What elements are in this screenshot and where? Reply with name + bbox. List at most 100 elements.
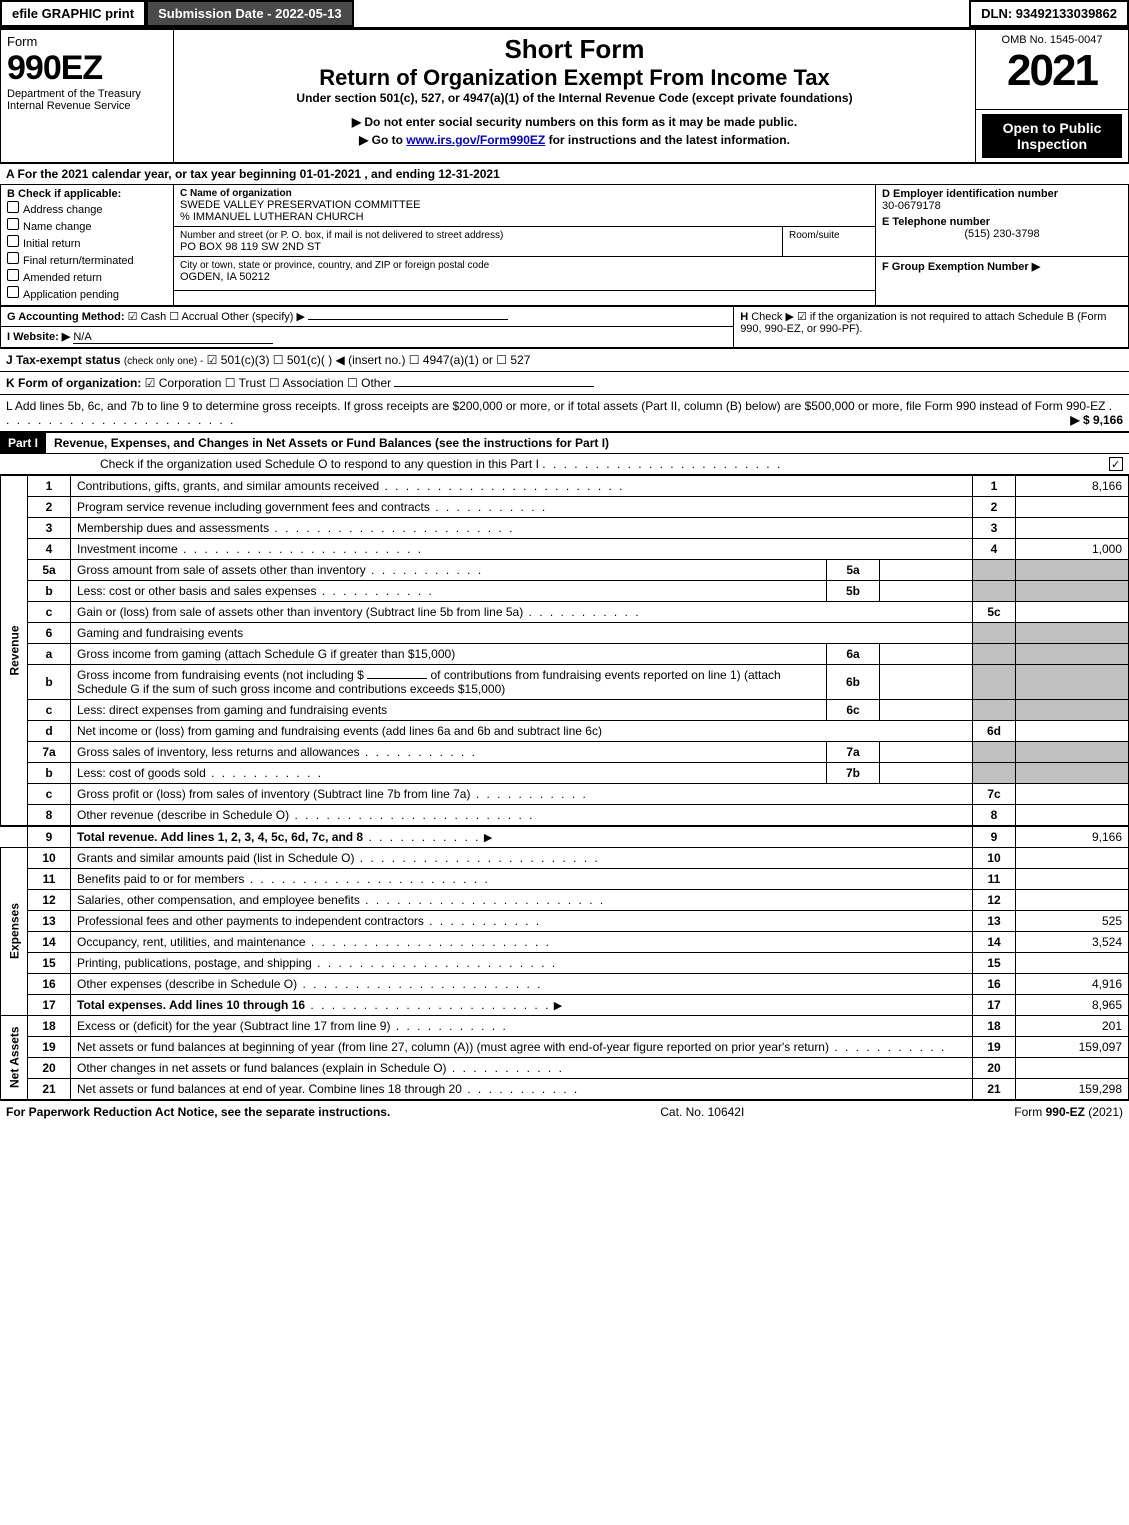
line-ref: 17 [973,994,1016,1015]
line-num: 13 [28,910,71,931]
line-text: Excess or (deficit) for the year (Subtra… [77,1019,390,1033]
dots-icon [829,1040,946,1054]
meta-table: G Accounting Method: ☑ Cash ☐ Accrual Ot… [0,306,1129,348]
line-amount: 201 [1016,1015,1129,1036]
sub-ref: 6c [827,699,880,720]
line-text: Total expenses. Add lines 10 through 16 [77,998,305,1012]
tax-exempt-opts[interactable]: ☑ 501(c)(3) ☐ 501(c)( ) ◀ (insert no.) ☐… [207,353,531,367]
accounting-other-input[interactable] [308,319,508,320]
line-text: Membership dues and assessments [77,521,269,535]
line-amount [1016,847,1129,868]
line-ref: 21 [973,1078,1016,1099]
contrib-amount-input[interactable] [367,678,427,679]
sub-ref: 5b [827,580,880,601]
line-num: 21 [28,1078,71,1099]
grey-cell [973,580,1016,601]
sub-amount [880,580,973,601]
line-amount: 8,965 [1016,994,1129,1015]
phone-value: (515) 230-3798 [882,228,1122,240]
open-inspection-box: Open to Public Inspection [982,114,1122,158]
section-j-row: J Tax-exempt status (check only one) - ☑… [0,348,1129,371]
chk-amended-return[interactable]: Amended return [7,268,167,285]
part1-header-row: Part I Revenue, Expenses, and Changes in… [0,431,1129,454]
chk-final-return[interactable]: Final return/terminated [7,251,167,268]
expenses-section-label: Expenses [1,847,28,1015]
main-lines-table: Revenue 1 Contributions, gifts, grants, … [0,475,1129,1100]
line-num: c [28,783,71,804]
section-k-label: K Form of organization: [6,376,141,390]
grey-cell [1016,741,1129,762]
sub-amount [880,699,973,720]
line-text: Total revenue. Add lines 1, 2, 3, 4, 5c,… [77,830,363,844]
line-num: 17 [28,994,71,1015]
line-amount: 8,166 [1016,475,1129,496]
line-text: Other changes in net assets or fund bala… [77,1061,447,1075]
line-text: Other revenue (describe in Schedule O) [77,808,289,822]
line-ref: 19 [973,1036,1016,1057]
dots-icon [360,745,477,759]
form-org-other-input[interactable] [394,386,594,387]
line-text: Salaries, other compensation, and employ… [77,893,360,907]
line-num: 15 [28,952,71,973]
line-num: 20 [28,1057,71,1078]
dots-icon [178,542,423,556]
section-b-label: B Check if applicable: [7,188,167,200]
chk-application-pending[interactable]: Application pending [7,285,167,302]
line-num: 12 [28,889,71,910]
chk-initial-return[interactable]: Initial return [7,234,167,251]
chk-address-change[interactable]: Address change [7,200,167,217]
submission-date-button[interactable]: Submission Date - 2022-05-13 [146,0,354,27]
line-ref: 10 [973,847,1016,868]
line-ref: 12 [973,889,1016,910]
schedule-o-checkbox[interactable] [1109,457,1123,471]
dots-icon [316,584,433,598]
grey-cell [973,741,1016,762]
line-num: 18 [28,1015,71,1036]
line-amount [1016,517,1129,538]
line-amount: 3,524 [1016,931,1129,952]
chk-name-change[interactable]: Name change [7,217,167,234]
efile-print-button[interactable]: efile GRAPHIC print [0,0,146,27]
accounting-method-opts[interactable]: ☑ Cash ☐ Accrual Other (specify) ▶ [128,311,305,323]
line-amount: 1,000 [1016,538,1129,559]
part1-check-row: Check if the organization used Schedule … [0,454,1129,475]
line-text: Net income or (loss) from gaming and fun… [71,720,973,741]
line-num: 3 [28,517,71,538]
dots-icon [363,830,480,844]
line-amount: 159,298 [1016,1078,1129,1099]
form-label: Form [7,34,167,49]
section-l-amount: ▶ $ 9,166 [1070,413,1123,427]
page-footer: For Paperwork Reduction Act Notice, see … [0,1100,1129,1123]
short-form-title: Short Form [180,34,969,65]
line-ref: 20 [973,1057,1016,1078]
dots-icon [244,872,489,886]
dots-icon [462,1082,579,1096]
section-j-label: J Tax-exempt status [6,353,121,367]
dots-icon [542,457,782,471]
city-label: City or town, state or province, country… [180,260,869,271]
line-num: 2 [28,496,71,517]
irs-link[interactable]: www.irs.gov/Form990EZ [406,133,545,147]
line-text: Less: cost or other basis and sales expe… [77,584,316,598]
line-amount [1016,868,1129,889]
section-l-row: L Add lines 5b, 6c, and 7b to line 9 to … [0,394,1129,431]
line-text-part1: Gross income from fundraising events (no… [77,668,364,682]
room-label: Room/suite [789,230,869,241]
revenue-section-label: Revenue [1,475,28,826]
sub-amount [880,664,973,699]
line-amount: 4,916 [1016,973,1129,994]
line-amount [1016,601,1129,622]
subtitle: Under section 501(c), 527, or 4947(a)(1)… [180,91,969,105]
line-text: Less: cost of goods sold [77,766,206,780]
line-ref: 11 [973,868,1016,889]
part1-check-text: Check if the organization used Schedule … [100,457,539,471]
line-ref: 18 [973,1015,1016,1036]
line-amount: 159,097 [1016,1036,1129,1057]
sub-ref: 6a [827,643,880,664]
dots-icon [424,914,541,928]
dots-icon [447,1061,564,1075]
org-info-table: B Check if applicable: Address change Na… [0,184,1129,306]
form-org-opts[interactable]: ☑ Corporation ☐ Trust ☐ Association ☐ Ot… [145,376,391,390]
dots-icon [206,766,323,780]
footer-left: For Paperwork Reduction Act Notice, see … [6,1105,390,1119]
